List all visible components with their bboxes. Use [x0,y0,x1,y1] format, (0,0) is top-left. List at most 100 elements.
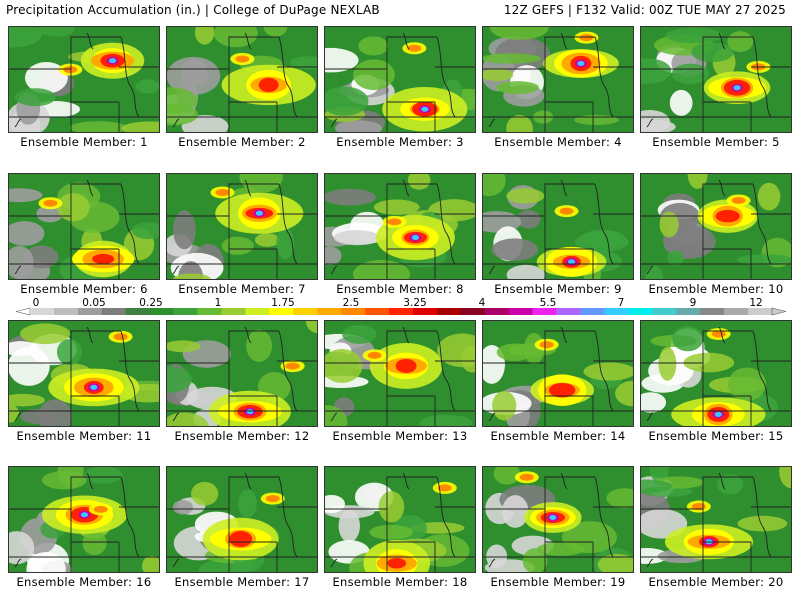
ensemble-member-label: Ensemble Member: 16 [16,575,152,589]
precip-map [8,26,160,133]
precip-map [640,320,792,427]
legend-color-swatch [77,308,103,315]
precip-map-image [167,27,317,132]
precip-map-image [9,174,159,279]
precip-map-image [483,321,633,426]
legend-color-swatch [173,308,198,315]
legend-tick-label: 1 [215,297,222,309]
ensemble-member-label: Ensemble Member: 12 [174,429,310,443]
legend-color-swatch [676,308,701,315]
legend-color-swatch [532,308,557,315]
ensemble-member-label: Ensemble Member: 19 [490,575,626,589]
precip-map-image [483,467,633,572]
precip-map-image [9,467,159,572]
precip-map-image [9,321,159,426]
legend-tick-label: 5.5 [540,297,557,309]
legend-color-swatch [724,308,749,315]
precip-map [482,173,634,280]
ensemble-member-label: Ensemble Member: 10 [648,282,784,296]
precip-map-image [325,174,475,279]
legend-color-swatch [341,308,366,315]
ensemble-member-label: Ensemble Member: 18 [332,575,468,589]
ensemble-member-label: Ensemble Member: 5 [652,135,780,149]
ensemble-member-label: Ensemble Member: 17 [174,575,310,589]
precip-map-image [641,321,791,426]
legend-color-swatch [580,308,605,315]
legend-color-swatch [508,308,533,315]
legend-arrow-right [771,307,787,316]
precip-map [8,466,160,573]
precip-map [324,26,476,133]
model-run-info: 12Z GEFS | F132 Valid: 00Z TUE MAY 27 20… [503,3,786,17]
legend-color-swatch [365,308,390,315]
legend-color-swatch [269,308,294,315]
legend-tick-label: 3.25 [403,297,426,309]
legend-tick-label: 12 [749,297,762,309]
precip-map-image [325,27,475,132]
legend-tick-label: 0.25 [139,297,162,309]
precip-map-image [9,27,159,132]
legend-color-swatch [412,308,438,315]
precip-map [8,173,160,280]
precip-map [324,320,476,427]
precip-map [482,466,634,573]
legend-arrow-left [15,307,31,316]
ensemble-member-label: Ensemble Member: 4 [494,135,622,149]
legend-tick-label: 1.75 [271,297,294,309]
ensemble-member-label: Ensemble Member: 7 [178,282,306,296]
legend-color-swatch [389,308,414,315]
ensemble-member-label: Ensemble Member: 6 [20,282,148,296]
legend-color-swatch [436,308,462,315]
legend-color-swatch [221,308,246,315]
legend-tick-label: 0.05 [82,297,105,309]
ensemble-member-label: Ensemble Member: 20 [648,575,784,589]
legend-color-swatch [149,308,174,315]
precip-map [482,26,634,133]
precip-map [640,26,792,133]
precip-map [482,320,634,427]
legend-color-swatch [30,308,55,315]
map-title: Precipitation Accumulation (in.) | Colle… [6,3,380,17]
ensemble-member-label: Ensemble Member: 2 [178,135,306,149]
precip-map-image [641,174,791,279]
legend-color-swatch [317,308,342,315]
legend-color-swatch [700,308,725,315]
precip-map [166,320,318,427]
legend-tick-label: 4 [479,297,486,309]
color-legend: 0 0.05 0.25 1 1.75 2.5 3.25 4 5.5 7 9 12 [10,296,790,320]
legend-tick-label: 0 [33,297,40,309]
ensemble-member-label: Ensemble Member: 8 [336,282,464,296]
legend-colorbar: 0 0.05 0.25 1 1.75 2.5 3.25 4 5.5 7 9 12 [15,297,787,316]
legend-color-swatch [556,308,581,315]
precip-map [324,466,476,573]
ensemble-member-label: Ensemble Member: 13 [332,429,468,443]
legend-color-swatch [101,308,127,315]
legend-color-swatch [293,308,318,315]
legend-tick-label: 9 [690,297,697,309]
precip-map-image [167,174,317,279]
legend-color-swatch [484,308,510,315]
legend-color-swatch [604,308,629,315]
ensemble-member-label: Ensemble Member: 1 [20,135,148,149]
precip-map-image [167,321,317,426]
precip-map [640,173,792,280]
legend-color-swatch [652,308,677,315]
precip-map-image [483,174,633,279]
ensemble-member-label: Ensemble Member: 9 [494,282,622,296]
precip-map [640,466,792,573]
precip-map-image [483,27,633,132]
legend-color-swatch [460,308,486,315]
precip-map [324,173,476,280]
precip-map [166,173,318,280]
legend-color-swatch [125,308,150,315]
legend-tick-label: 7 [618,297,625,309]
precip-map-image [167,467,317,572]
legend-color-swatch [748,308,773,315]
precip-map [8,320,160,427]
precip-map-image [641,467,791,572]
ensemble-member-label: Ensemble Member: 11 [16,429,152,443]
precip-map-image [325,321,475,426]
legend-color-swatch [53,308,79,315]
ensemble-member-label: Ensemble Member: 14 [490,429,626,443]
